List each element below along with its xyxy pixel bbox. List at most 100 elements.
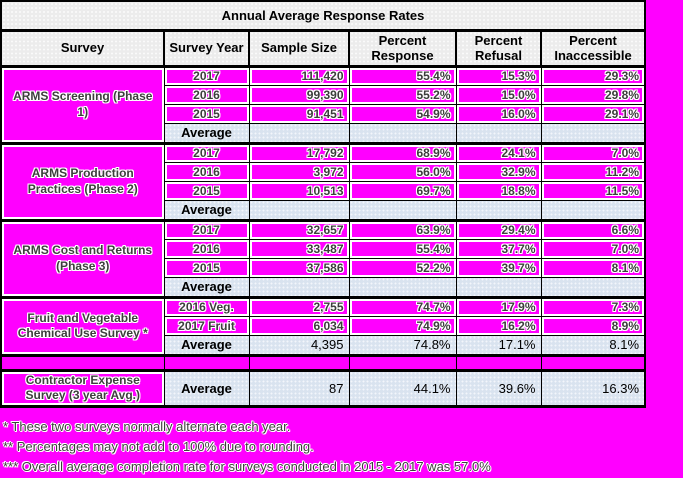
percent-refusal-cell: 29.4%	[455, 219, 542, 240]
footnotes: * These two surveys normally alternate e…	[3, 417, 491, 477]
percent-response-cell: 44.1%	[348, 369, 457, 408]
percent-response-cell: 74.9%	[348, 315, 457, 336]
percent-inaccessible-cell	[540, 122, 646, 145]
title-row: Annual Average Response Rates	[0, 0, 647, 32]
percent-refusal-cell: 16.2%	[455, 315, 542, 336]
footnote-rounding: ** Percentages may not add to 100% due t…	[3, 439, 314, 454]
percent-inaccessible-cell: 6.6%	[540, 219, 646, 240]
average-row: Average 4,395 74.8% 17.1% 8.1%	[1, 334, 646, 357]
average-label-cell: Average	[163, 122, 250, 145]
percent-refusal-cell: 39.6%	[455, 369, 542, 408]
average-row: Average	[1, 199, 646, 222]
percent-response-cell: 55.4%	[348, 65, 457, 86]
data-row: 2015 37,586 52.2% 39.7% 8.1%	[1, 257, 646, 278]
percent-response-cell: 63.9%	[348, 219, 457, 240]
percent-response-cell: 55.2%	[348, 84, 457, 105]
percent-refusal-cell: 15.0%	[455, 84, 542, 105]
percent-response-cell: 69.7%	[348, 180, 457, 201]
percent-refusal-cell: 32.9%	[455, 161, 542, 182]
sample-size-cell: 37,586	[248, 257, 350, 278]
spacer-row	[0, 353, 646, 372]
survey-name-cell: Fruit and Vegetable Chemical Use Survey …	[0, 296, 165, 357]
percent-refusal-cell: 39.7%	[455, 257, 542, 278]
column-header-row: Survey Survey Year Sample Size Percent R…	[0, 28, 647, 68]
percent-inaccessible-cell: 29.3%	[540, 65, 646, 86]
column-header-percent-response: Percent Response	[348, 28, 457, 68]
survey-name-cell: ARMS Cost and Returns (Phase 3)	[0, 219, 165, 299]
year-cell: 2016 Veg.	[163, 296, 250, 317]
column-header-survey-year: Survey Year	[163, 28, 250, 68]
percent-refusal-cell: 18.8%	[455, 180, 542, 201]
response-rates-table: Annual Average Response Rates Survey Sur…	[0, 0, 647, 408]
spacer-cell	[348, 353, 457, 372]
data-row: 2017 Fruit 6,034 74.9% 16.2% 8.9%	[1, 315, 646, 336]
average-label-cell: Average	[163, 276, 250, 299]
sample-size-cell: 17,792	[248, 142, 350, 163]
survey-name-cell: ARMS Production Practices (Phase 2)	[0, 142, 165, 222]
sample-size-cell: 111,420	[248, 65, 350, 86]
percent-refusal-cell: 15.3%	[455, 65, 542, 86]
percent-response-cell: 68.9%	[348, 142, 457, 163]
year-cell: 2015	[163, 257, 250, 278]
data-row: 2016 99,390 55.2% 15.0% 29.8%	[1, 84, 646, 105]
sample-size-cell: 33,487	[248, 238, 350, 259]
percent-refusal-cell	[455, 199, 542, 222]
percent-inaccessible-cell: 29.8%	[540, 84, 646, 105]
average-label-cell: Average	[163, 199, 250, 222]
percent-inaccessible-cell: 29.1%	[540, 103, 646, 124]
year-cell: 2016	[163, 238, 250, 259]
percent-refusal-cell: 24.1%	[455, 142, 542, 163]
percent-response-cell: 74.7%	[348, 296, 457, 317]
data-row: ARMS Production Practices (Phase 2) 2017 1…	[0, 142, 646, 222]
data-row: Fruit and Vegetable Chemical Use Survey …	[0, 296, 646, 357]
percent-inaccessible-cell: 7.0%	[540, 238, 646, 259]
column-header-percent-inaccessible: Percent Inaccessible	[539, 28, 647, 68]
year-cell: 2017	[163, 219, 250, 240]
data-row: 2016 3,972 56.0% 32.9% 11.2%	[1, 161, 646, 182]
sample-size-cell: 4,395	[248, 334, 350, 357]
year-cell: 2016	[163, 84, 250, 105]
percent-response-cell: 56.0%	[348, 161, 457, 182]
column-header-sample-size: Sample Size	[248, 28, 350, 68]
sample-size-cell: 10,513	[248, 180, 350, 201]
sample-size-cell	[248, 276, 350, 299]
table-title: Annual Average Response Rates	[0, 0, 647, 32]
survey-name-cell: ARMS Screening (Phase 1)	[0, 65, 165, 145]
percent-refusal-cell: 17.1%	[455, 334, 542, 357]
sample-size-cell: 6,034	[248, 315, 350, 336]
percent-refusal-cell	[455, 122, 542, 145]
column-header-percent-refusal: Percent Refusal	[455, 28, 542, 68]
spacer-cell	[455, 353, 542, 372]
sample-size-cell: 32,657	[248, 219, 350, 240]
percent-inaccessible-cell	[540, 199, 646, 222]
average-label-cell: Average	[163, 334, 250, 357]
year-cell: 2015	[163, 180, 250, 201]
percent-response-cell: 54.9%	[348, 103, 457, 124]
percent-inaccessible-cell: 8.1%	[540, 334, 646, 357]
sample-size-cell: 87	[248, 369, 350, 408]
spacer-cell	[163, 353, 250, 372]
percent-response-cell: 55.4%	[348, 238, 457, 259]
sample-size-cell: 2,755	[248, 296, 350, 317]
average-label-cell: Average	[163, 369, 250, 408]
sample-size-cell: 3,972	[248, 161, 350, 182]
sample-size-cell: 99,390	[248, 84, 350, 105]
footnote-overall-average: *** Overall average completion rate for …	[3, 459, 491, 474]
average-row: Contractor Expense Survey (3 year Avg.) A…	[0, 369, 646, 408]
percent-response-cell	[348, 276, 457, 299]
spacer-cell	[540, 353, 646, 372]
percent-inaccessible-cell: 7.3%	[540, 296, 646, 317]
percent-inaccessible-cell: 8.1%	[540, 257, 646, 278]
spacer-cell	[0, 353, 165, 372]
percent-inaccessible-cell: 7.0%	[540, 142, 646, 163]
data-row: ARMS Screening (Phase 1) 2017 111,420 55.4%…	[0, 65, 646, 145]
average-row: Average	[1, 122, 646, 145]
survey-name-cell: Contractor Expense Survey (3 year Avg.)	[0, 369, 165, 408]
year-cell: 2017	[163, 142, 250, 163]
percent-refusal-cell: 16.0%	[455, 103, 542, 124]
percent-inaccessible-cell: 11.2%	[540, 161, 646, 182]
percent-refusal-cell: 37.7%	[455, 238, 542, 259]
percent-refusal-cell: 17.9%	[455, 296, 542, 317]
column-header-survey: Survey	[0, 28, 165, 68]
